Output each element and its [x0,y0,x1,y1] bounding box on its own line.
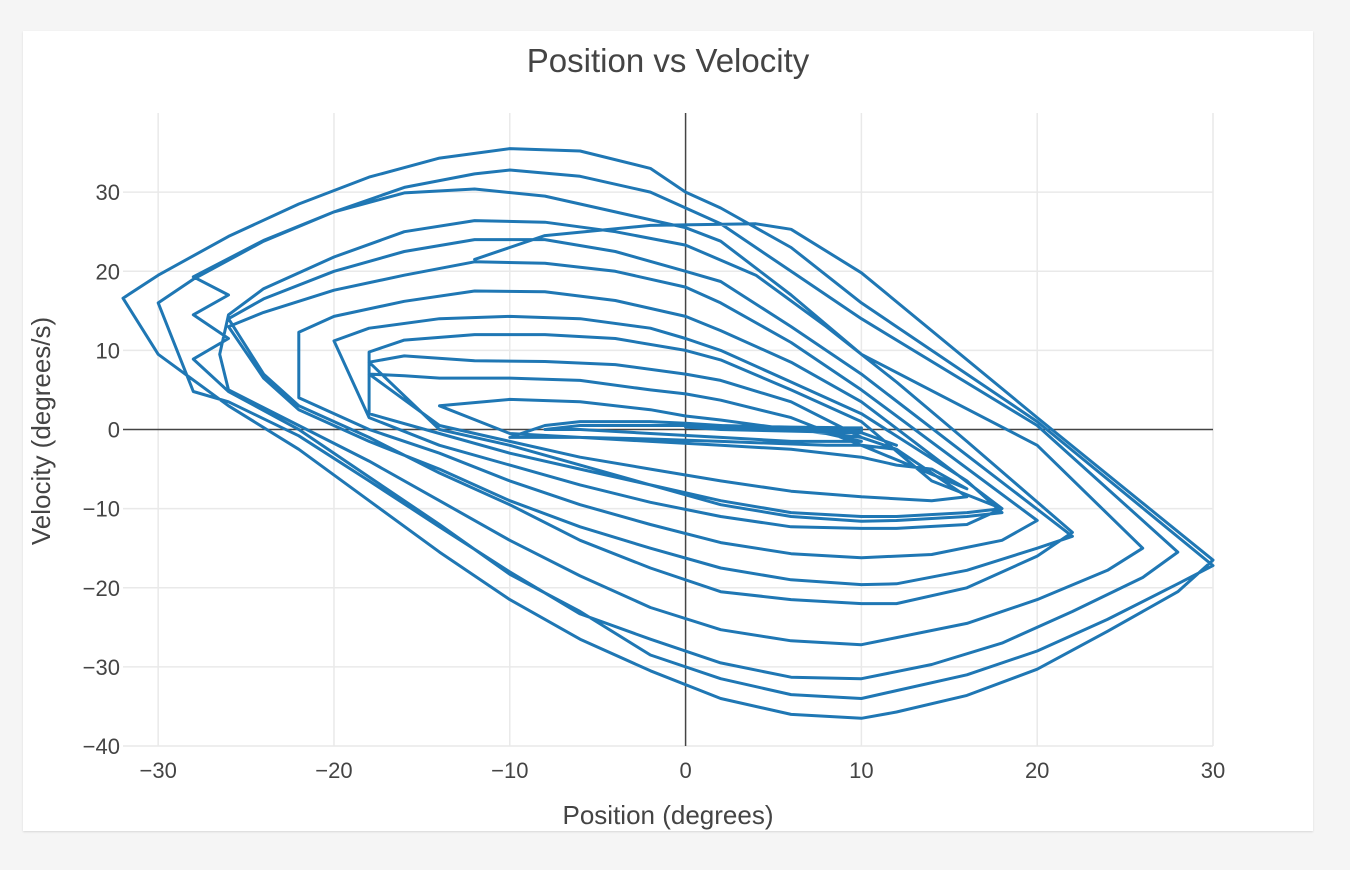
y-axis-title: Velocity (degrees/s) [26,317,56,545]
x-tick-label: 20 [1025,758,1049,783]
y-tick-label: 0 [108,418,120,443]
x-tick-label: 0 [679,758,691,783]
y-tick-label: 30 [96,180,120,205]
chart-card: −30 −20 −10 0 10 20 30 −40 −30 −20 −10 0 10 20 30 Pos… [23,31,1313,831]
y-tick-label: −30 [83,655,120,680]
x-tick-label: 30 [1201,758,1225,783]
y-tick-label: 20 [96,259,120,284]
y-tick-label: −40 [83,734,120,759]
x-axis-title: Position (degrees) [563,800,774,830]
x-tick-label: 10 [849,758,873,783]
series-line[interactable] [121,147,1215,720]
traces [121,147,1215,720]
x-tick-label: −10 [491,758,528,783]
y-axis-ticks: −40 −30 −20 −10 0 10 20 30 [83,180,120,759]
chart-svg: −30 −20 −10 0 10 20 30 −40 −30 −20 −10 0 10 20 30 Pos… [26,42,1225,830]
y-tick-label: 10 [96,338,120,363]
chart-title: Position vs Velocity [527,42,810,79]
y-tick-label: −20 [83,576,120,601]
x-tick-label: −20 [315,758,352,783]
y-tick-label: −10 [83,497,120,522]
x-tick-label: −30 [139,758,176,783]
x-axis-ticks: −30 −20 −10 0 10 20 30 [139,758,1225,783]
